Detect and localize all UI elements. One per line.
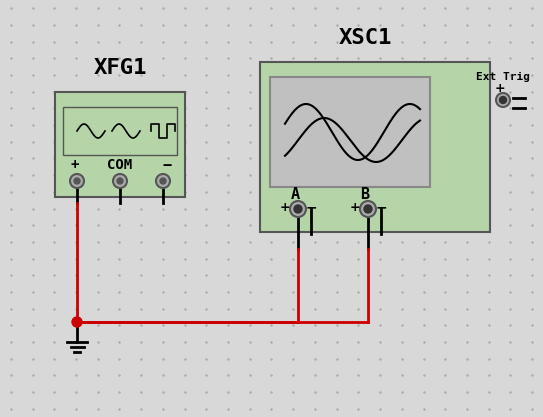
Text: B: B [361,186,370,201]
Circle shape [500,96,507,103]
Text: COM: COM [108,158,132,172]
Circle shape [160,178,166,184]
FancyBboxPatch shape [270,77,430,187]
Circle shape [113,174,127,188]
Circle shape [156,174,170,188]
Text: −: − [162,158,172,173]
Text: A: A [291,186,300,201]
Circle shape [290,201,306,217]
Text: −: − [375,200,387,214]
Circle shape [496,93,510,107]
Circle shape [117,178,123,184]
FancyBboxPatch shape [55,92,185,197]
Text: −: − [305,200,317,214]
Text: +: + [350,201,361,214]
Circle shape [74,178,80,184]
Circle shape [72,317,82,327]
Circle shape [364,205,372,213]
Text: +: + [495,81,506,95]
Circle shape [70,174,84,188]
Text: +: + [280,201,291,214]
Circle shape [294,205,302,213]
Text: XSC1: XSC1 [338,28,392,48]
Circle shape [360,201,376,217]
Text: Ext Trig: Ext Trig [476,72,530,82]
FancyBboxPatch shape [63,107,177,155]
Text: +: + [71,158,79,172]
FancyBboxPatch shape [260,62,490,232]
Text: XFG1: XFG1 [93,58,147,78]
